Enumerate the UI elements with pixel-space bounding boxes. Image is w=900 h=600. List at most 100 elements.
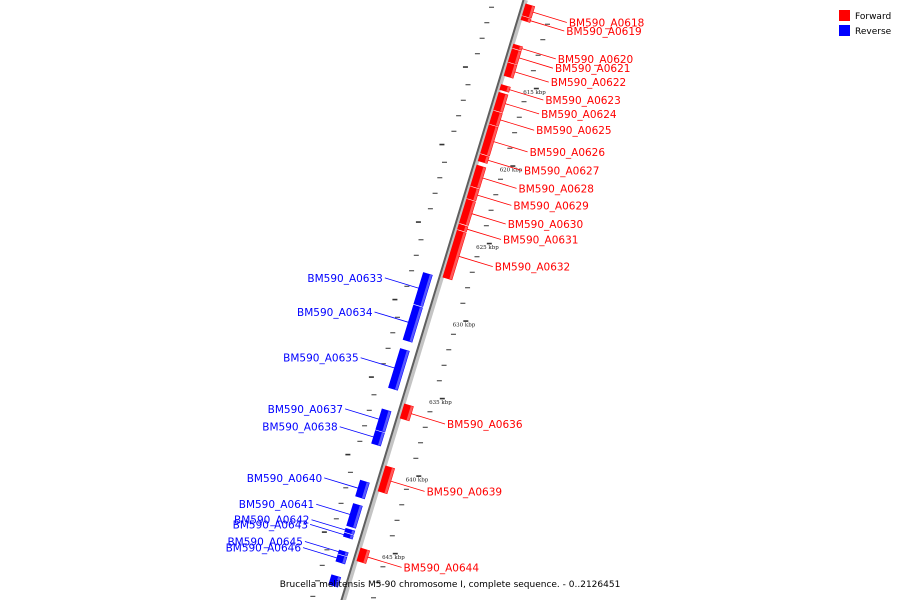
scale-tick-label: 625 kbp	[476, 245, 499, 251]
map-caption: Brucella melitensis M5-90 chromosome I, …	[280, 580, 621, 590]
gene-label[interactable]: BM590_A0622	[551, 77, 626, 89]
forward-gene-shape	[480, 124, 499, 157]
gene-BM590_A0646[interactable]	[335, 554, 348, 565]
gene-label[interactable]: BM590_A0629	[513, 200, 588, 212]
reverse-gene-shape	[402, 304, 423, 343]
gene-shade	[527, 18, 531, 23]
gene-label[interactable]: BM590_A0637	[268, 404, 343, 416]
gene-label[interactable]: BM590_A0624	[541, 109, 617, 121]
gene-BM590_A0645[interactable]	[337, 549, 349, 557]
gene-label[interactable]: BM590_A0621	[555, 63, 630, 75]
gene-BM590_A0629[interactable]	[466, 186, 480, 202]
reverse-gene-shape	[344, 527, 356, 535]
gene-BM590_A0625[interactable]	[489, 110, 503, 127]
forward-gene-shape	[489, 110, 503, 127]
legend-forward[interactable]: Forward	[839, 10, 891, 22]
gene-label[interactable]: BM590_A0628	[519, 183, 594, 195]
gene-shade	[349, 535, 354, 539]
gene-BM590_A0626[interactable]	[480, 124, 499, 157]
gene-label[interactable]: BM590_A0645	[227, 536, 302, 548]
gene-BM590_A0637[interactable]	[375, 408, 392, 433]
gene-shade	[351, 530, 355, 535]
gene-label[interactable]: BM590_A0644	[404, 562, 480, 574]
gene-BM590_A0632[interactable]	[442, 229, 467, 281]
gene-label-connector	[302, 547, 338, 559]
gene-label[interactable]: BM590_A0646	[226, 543, 302, 555]
gene-shade	[477, 167, 486, 189]
gene-label[interactable]: BM590_A0636	[447, 419, 523, 431]
gene-shade	[487, 126, 498, 156]
gene-label[interactable]: BM590_A0639	[427, 486, 502, 498]
gene-BM590_A0635[interactable]	[388, 348, 410, 391]
gene-label-connector	[384, 277, 419, 289]
gene-BM590_A0641[interactable]	[346, 503, 363, 529]
reverse-gene-shape	[335, 554, 348, 565]
gene-BM590_A0627[interactable]	[477, 153, 490, 164]
reverse-gene-shape	[413, 272, 433, 307]
gene-BM590_A0631[interactable]	[457, 223, 469, 233]
forward-gene-shape	[399, 403, 414, 422]
gene-shade	[514, 51, 521, 65]
legend-forward-label: Forward	[855, 12, 891, 22]
gene-BM590_A0639[interactable]	[377, 465, 396, 495]
gene-label[interactable]: BM590_A0634	[297, 307, 373, 319]
gene-label-connector	[505, 103, 540, 115]
gene-label[interactable]: BM590_A0638	[262, 422, 337, 434]
gene-label[interactable]: BM590_A0620	[558, 54, 633, 66]
gene-BM590_A0622[interactable]	[503, 62, 518, 79]
gene-label[interactable]: BM590_A0627	[524, 166, 599, 178]
forward-gene-shape	[512, 43, 523, 51]
gene-label[interactable]: BM590_A0633	[307, 273, 382, 285]
gene-BM590_A0621[interactable]	[507, 48, 522, 65]
gene-BM590_A0640[interactable]	[355, 479, 370, 500]
gene-BM590_A0630[interactable]	[458, 198, 476, 226]
legend-reverse[interactable]: Reverse	[839, 25, 892, 37]
gene-label[interactable]: BM590_A0635	[283, 353, 358, 365]
gene-label[interactable]: BM590_A0623	[545, 95, 620, 107]
gene-BM590_A0618[interactable]	[521, 3, 536, 19]
gene-BM590_A0623[interactable]	[499, 84, 511, 93]
gene-label[interactable]: BM590_A0640	[247, 473, 322, 485]
forward-gene-shape	[470, 164, 487, 189]
gene-label[interactable]: BM590_A0632	[495, 262, 570, 274]
gene-BM590_A0634[interactable]	[402, 304, 423, 343]
gene-BM590_A0642[interactable]	[344, 527, 356, 535]
gene-label-connector	[458, 255, 493, 268]
gene-shade	[506, 86, 511, 92]
gene-label[interactable]: BM590_A0619	[566, 26, 641, 38]
gene-shade	[353, 505, 363, 528]
gene-BM590_A0638[interactable]	[371, 430, 385, 447]
gene-label[interactable]: BM590_A0618	[569, 17, 644, 29]
backbone-shadow	[340, 0, 528, 600]
gene-label[interactable]: BM590_A0643	[233, 519, 308, 531]
gene-BM590_A0636[interactable]	[399, 403, 414, 422]
gene-label[interactable]: BM590_A0625	[536, 125, 611, 137]
gene-label[interactable]: BM590_A0626	[530, 147, 606, 159]
forward-gene-shape	[477, 153, 490, 164]
gene-BM590_A0644[interactable]	[356, 547, 371, 564]
gene-label[interactable]: BM590_A0642	[234, 515, 309, 527]
gene-BM590_A0628[interactable]	[470, 164, 487, 189]
gene-BM590_A0619[interactable]	[520, 15, 532, 23]
gene-shade	[384, 468, 395, 494]
gene-label-connector	[487, 159, 523, 171]
gene-label-connector	[471, 213, 506, 225]
gene-unnamed[interactable]	[328, 574, 342, 588]
gene-shade	[510, 64, 517, 78]
gene-label[interactable]: BM590_A0641	[239, 499, 314, 511]
gene-BM590_A0624[interactable]	[493, 91, 509, 113]
gene-label-connector	[304, 541, 340, 553]
scale-tick-label: 635 kbp	[429, 400, 452, 406]
gene-label[interactable]: BM590_A0630	[508, 219, 583, 231]
gene-BM590_A0633[interactable]	[413, 272, 433, 307]
legend: Forward Reverse	[839, 10, 892, 37]
gene-BM590_A0643[interactable]	[342, 532, 354, 540]
gene-label-connector	[493, 141, 528, 153]
forward-gene-shape	[507, 48, 522, 65]
gene-label[interactable]: BM590_A0631	[503, 234, 578, 246]
scale-tick-label: 645 kbp	[382, 555, 405, 561]
gene-label-connector	[311, 519, 346, 531]
gene-label-connector	[360, 357, 395, 369]
gene-BM590_A0620[interactable]	[512, 43, 523, 51]
